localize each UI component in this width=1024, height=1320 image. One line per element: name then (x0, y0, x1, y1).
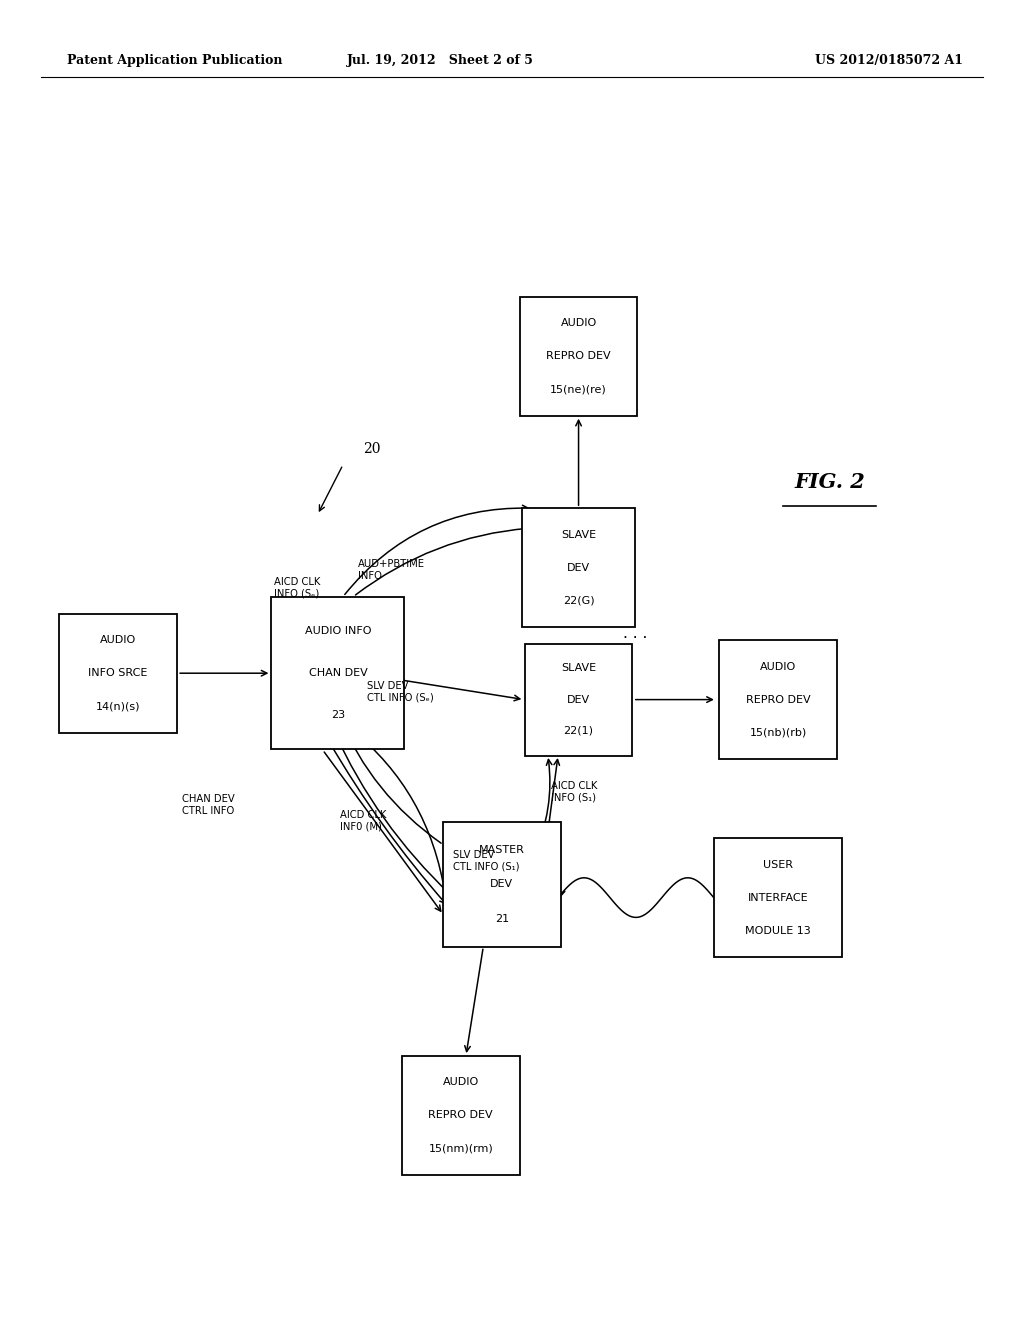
Text: 15(nb)(rb): 15(nb)(rb) (750, 727, 807, 738)
Text: 15(ne)(re): 15(ne)(re) (550, 384, 607, 395)
Text: AUDIO: AUDIO (760, 661, 797, 672)
Bar (715, 838, 842, 957)
Text: DEV: DEV (567, 694, 590, 705)
Text: USER: USER (763, 859, 794, 870)
Bar (524, 644, 632, 755)
Text: 22(G): 22(G) (563, 595, 594, 606)
Text: 22(1): 22(1) (563, 726, 594, 735)
Text: MODULE 13: MODULE 13 (745, 925, 811, 936)
Text: SLAVE: SLAVE (561, 529, 596, 540)
Text: AICD CLK
INFO (S₁): AICD CLK INFO (S₁) (551, 781, 597, 803)
Text: INFO SRCE: INFO SRCE (88, 668, 147, 678)
Text: AUDIO INFO: AUDIO INFO (305, 626, 371, 636)
Text: SLV DEV
CTL INFO (S₁): SLV DEV CTL INFO (S₁) (453, 850, 519, 871)
Bar (519, 297, 637, 416)
Text: AUD+PBTIME
INFO: AUD+PBTIME INFO (358, 560, 425, 581)
Text: AUDIO: AUDIO (99, 635, 136, 645)
Text: MASTER: MASTER (479, 845, 524, 854)
Text: REPRO DEV: REPRO DEV (428, 1110, 494, 1121)
Text: 14(n)(s): 14(n)(s) (95, 701, 140, 711)
Text: AUDIO: AUDIO (560, 318, 597, 329)
Text: AICD CLK
INFO (Sₑ): AICD CLK INFO (Sₑ) (274, 577, 321, 598)
Text: DEV: DEV (490, 879, 513, 890)
Text: FIG. 2: FIG. 2 (794, 471, 865, 492)
Text: INTERFACE: INTERFACE (748, 892, 809, 903)
Bar (271, 597, 404, 750)
Text: CHAN DEV: CHAN DEV (308, 668, 368, 678)
Bar (522, 508, 635, 627)
Text: US 2012/0185072 A1: US 2012/0185072 A1 (814, 54, 963, 67)
Text: SLV DEV
CTL INFO (Sₑ): SLV DEV CTL INFO (Sₑ) (367, 681, 433, 702)
Text: CHAN DEV
CTRL INFO: CHAN DEV CTRL INFO (182, 795, 236, 816)
Text: 15(nm)(rm): 15(nm)(rm) (428, 1143, 494, 1154)
Bar (442, 821, 561, 948)
Text: REPRO DEV: REPRO DEV (745, 694, 811, 705)
Bar (401, 1056, 520, 1175)
Text: Jul. 19, 2012   Sheet 2 of 5: Jul. 19, 2012 Sheet 2 of 5 (347, 54, 534, 67)
Text: 21: 21 (495, 915, 509, 924)
Text: Patent Application Publication: Patent Application Publication (67, 54, 282, 67)
Text: DEV: DEV (567, 562, 590, 573)
Text: AUDIO: AUDIO (442, 1077, 479, 1088)
Text: AICD CLK
INF0 (M): AICD CLK INF0 (M) (340, 810, 386, 832)
Bar (59, 614, 177, 733)
Text: . . .: . . . (623, 626, 647, 642)
Bar (719, 640, 838, 759)
Text: 20: 20 (364, 442, 381, 455)
Text: 23: 23 (331, 710, 345, 721)
Text: REPRO DEV: REPRO DEV (546, 351, 611, 362)
Text: SLAVE: SLAVE (561, 664, 596, 673)
